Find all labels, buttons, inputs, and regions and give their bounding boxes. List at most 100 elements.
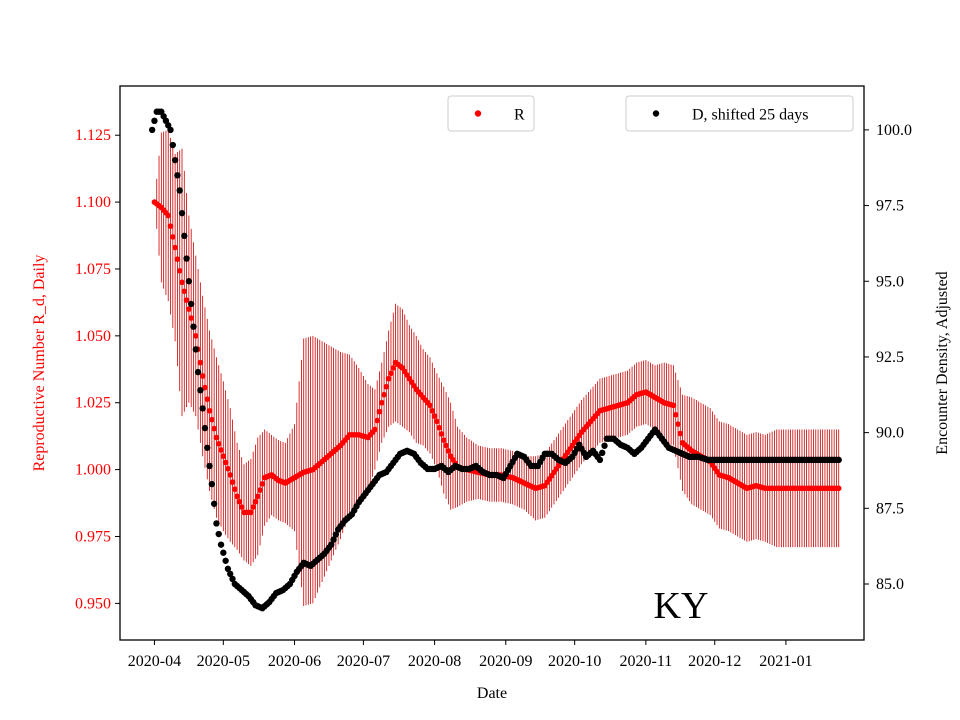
x-tick-label: 2020-09 [479, 653, 532, 670]
legend-r-box [447, 95, 535, 132]
r-point [170, 234, 176, 240]
d-point [178, 209, 186, 217]
r-point [181, 288, 188, 295]
d-point [328, 541, 335, 548]
r-point [376, 408, 383, 415]
x-tick-label: 2020-06 [268, 653, 321, 670]
d-point [227, 570, 234, 578]
r-point [381, 391, 387, 398]
r-point [445, 448, 452, 454]
x-axis: 2020-04 2020-05 2020-06 2020-07 2020-08 2020-… [128, 640, 813, 670]
right-y-tick-label: 85.0 [876, 576, 904, 593]
r-point [427, 402, 433, 409]
r-point [234, 493, 240, 500]
x-tick-label: 2020-07 [337, 653, 390, 670]
left-y-tick-label: 0.950 [75, 595, 111, 612]
right-y-axis-label: Encounter Density, Adjusted [934, 271, 951, 454]
r-point [215, 440, 222, 447]
x-tick-label: 2020-05 [197, 653, 250, 670]
d-point [213, 520, 220, 527]
r-point [672, 411, 679, 418]
x-tick-label: 2020-10 [548, 653, 601, 670]
right-y-tick-label: 100.0 [876, 122, 912, 139]
legend-d-label: D, shifted 25 days [692, 107, 808, 124]
r-point [378, 399, 385, 406]
r-point [670, 402, 677, 409]
r-point [167, 223, 174, 229]
legend-d: D, shifted 25 days [625, 95, 854, 132]
r-point [385, 375, 392, 382]
r-point [259, 481, 266, 487]
d-point [169, 141, 177, 149]
left-y-tick-label: 0.975 [75, 528, 111, 545]
r-point [197, 359, 204, 366]
r-point [213, 434, 220, 441]
r-point [677, 430, 684, 437]
d-point [835, 456, 842, 464]
d-point [185, 278, 193, 285]
d-point [217, 541, 225, 548]
r-point [374, 417, 380, 424]
r-point [248, 509, 254, 516]
left-y-tick-label: 1.000 [75, 462, 111, 479]
right-y-tick-label: 92.5 [876, 349, 904, 366]
r-point [209, 416, 215, 423]
d-point [197, 387, 204, 394]
r-point [238, 504, 245, 510]
legend-r-label: R [514, 107, 525, 124]
legend-r-marker [474, 110, 482, 117]
r-point [192, 333, 199, 339]
r-point [176, 267, 183, 274]
d-point [206, 462, 213, 470]
r-point [227, 472, 234, 478]
r-errorbars [156, 129, 840, 607]
d-point [330, 536, 337, 543]
left-y-tick-label: 1.100 [75, 194, 111, 211]
r-point [675, 421, 681, 427]
d-point [229, 575, 236, 583]
d-point [596, 456, 604, 464]
d-point [171, 156, 179, 164]
r-point [250, 504, 256, 510]
d-point [151, 117, 158, 125]
r-point [390, 365, 397, 371]
r-point [436, 424, 442, 431]
r-point [431, 413, 438, 419]
legend-d-box [625, 95, 854, 132]
right-y-tick-label: 95.0 [876, 273, 904, 290]
d-point [174, 172, 181, 179]
d-point [148, 126, 156, 134]
d-point [181, 232, 188, 240]
r-point [188, 315, 194, 321]
r-point [204, 396, 211, 402]
d-series [148, 108, 842, 612]
d-point [176, 187, 183, 194]
d-point [215, 530, 222, 538]
left-y-tick-label: 1.125 [75, 127, 111, 144]
r-point [172, 244, 178, 251]
r-point [220, 453, 227, 460]
r-point [372, 426, 378, 433]
r-point [222, 459, 229, 466]
left-y-axis-label: Reproductive Number R_d, Daily [31, 255, 48, 472]
d-point [167, 126, 174, 134]
r-point [440, 437, 447, 443]
r-point [388, 370, 394, 377]
r-point [183, 297, 190, 303]
right-y-tick-label: 97.5 [876, 198, 904, 215]
d-point [599, 449, 606, 457]
x-tick-label: 2020-12 [688, 653, 741, 670]
left-y-tick-label: 1.075 [75, 261, 111, 278]
d-point [332, 531, 340, 538]
d-point [194, 368, 202, 376]
x-tick-label: 2020-11 [619, 653, 672, 670]
d-point [601, 442, 608, 449]
r-point [199, 373, 206, 379]
r-point [206, 407, 213, 414]
d-point [210, 500, 218, 507]
r-point [429, 407, 436, 414]
r-point [218, 447, 224, 453]
r-point [383, 383, 390, 390]
x-tick-label: 2021-01 [759, 653, 812, 670]
d-point [222, 557, 229, 564]
